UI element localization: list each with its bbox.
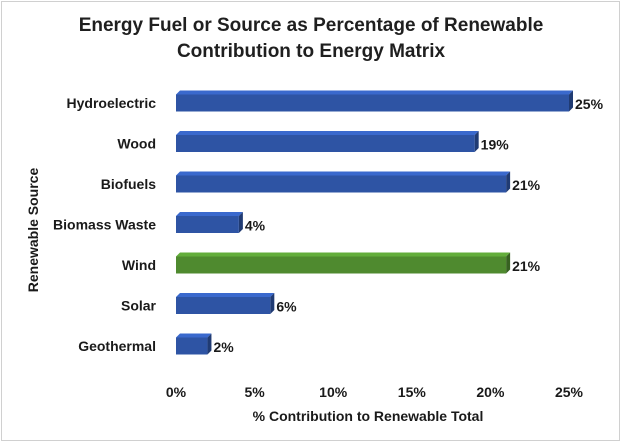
- x-axis-title: % Contribution to Renewable Total: [253, 408, 484, 424]
- bar: [176, 94, 569, 112]
- data-label: 19%: [481, 137, 510, 153]
- bar: [176, 337, 208, 355]
- bar-side-face: [506, 252, 511, 274]
- bar-side-face: [207, 333, 212, 355]
- bar-top-face: [176, 293, 275, 297]
- bar-top-face: [176, 171, 511, 176]
- category-label: Wind: [122, 257, 156, 273]
- data-label: 4%: [245, 218, 266, 234]
- category-label: Biomass Waste: [53, 217, 156, 233]
- x-tick-label: 20%: [476, 384, 505, 400]
- bar: [176, 216, 239, 233]
- data-label: 25%: [575, 96, 604, 112]
- bar: [176, 135, 475, 152]
- category-label: Geothermal: [78, 338, 156, 354]
- data-label: 6%: [276, 299, 297, 315]
- category-label: Solar: [121, 298, 157, 314]
- x-tick-label: 5%: [244, 384, 265, 400]
- bar-side-face: [569, 90, 573, 112]
- data-label: 2%: [213, 339, 234, 355]
- x-tick-label: 0%: [166, 384, 187, 400]
- bar-top-face: [176, 90, 573, 95]
- bar-top-face: [176, 252, 511, 257]
- bar-top-face: [176, 131, 479, 135]
- plot-area: Hydroelectric 25% Wood 19% Biofuels 21% Biomas…: [53, 90, 604, 400]
- data-label: 21%: [512, 258, 541, 274]
- bar-side-face: [506, 171, 511, 193]
- x-tick-label: 25%: [555, 384, 584, 400]
- bar-top-face: [176, 212, 243, 216]
- y-axis-title: Renewable Source: [25, 168, 41, 293]
- bar-side-face: [474, 131, 479, 152]
- bar-side-face: [270, 293, 275, 314]
- chart-title-line-2: Contribution to Energy Matrix: [177, 41, 446, 62]
- x-tick-label: 15%: [398, 384, 427, 400]
- x-tick-label: 10%: [319, 384, 348, 400]
- data-label: 21%: [512, 177, 541, 193]
- bar: [176, 175, 507, 193]
- chart-title-line-1: Energy Fuel or Source as Percentage of R…: [79, 15, 544, 36]
- bar-side-face: [238, 212, 243, 233]
- bar: [176, 297, 271, 314]
- bar-top-face: [176, 333, 212, 338]
- category-label: Wood: [117, 136, 156, 152]
- bar: [176, 256, 507, 274]
- category-label: Biofuels: [101, 176, 156, 192]
- category-label: Hydroelectric: [67, 95, 157, 111]
